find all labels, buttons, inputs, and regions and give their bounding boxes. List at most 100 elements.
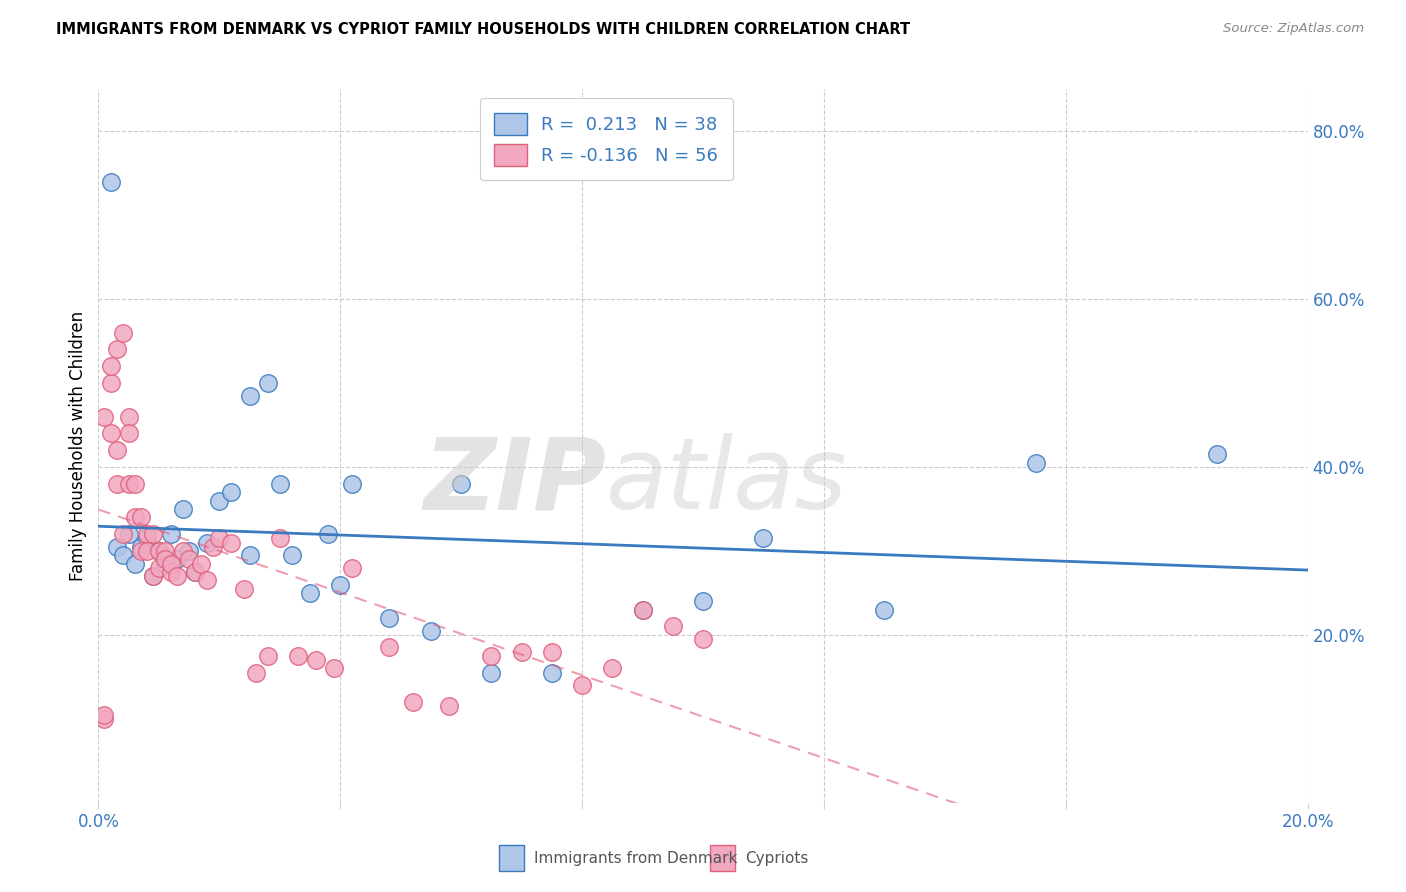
Point xyxy=(124,476,146,491)
Text: Source: ZipAtlas.com: Source: ZipAtlas.com xyxy=(1223,22,1364,36)
Point xyxy=(437,699,460,714)
Point xyxy=(153,552,176,566)
Point xyxy=(135,532,157,546)
Point xyxy=(118,476,141,491)
Point xyxy=(239,389,262,403)
Y-axis label: Family Households with Children: Family Households with Children xyxy=(69,311,87,581)
Point xyxy=(631,603,654,617)
Point xyxy=(160,527,183,541)
Point xyxy=(142,569,165,583)
Point xyxy=(129,544,152,558)
Point xyxy=(153,544,176,558)
Point xyxy=(377,611,399,625)
Point xyxy=(239,548,262,562)
Point xyxy=(111,326,134,340)
Point xyxy=(124,557,146,571)
Point xyxy=(752,532,775,546)
Point xyxy=(166,552,188,566)
Point xyxy=(873,603,896,617)
Point xyxy=(100,359,122,374)
Point xyxy=(245,665,267,680)
Point xyxy=(540,665,562,680)
Point xyxy=(148,544,170,558)
Point xyxy=(93,712,115,726)
Point xyxy=(105,443,128,458)
Point xyxy=(1024,456,1046,470)
Point xyxy=(540,645,562,659)
Point xyxy=(692,632,714,646)
Point xyxy=(692,594,714,608)
Point xyxy=(195,574,218,588)
Point xyxy=(111,548,134,562)
Point xyxy=(118,409,141,424)
Point xyxy=(232,582,254,596)
Point xyxy=(256,648,278,663)
Point xyxy=(221,535,243,549)
Point xyxy=(510,645,533,659)
Point xyxy=(118,527,141,541)
Point xyxy=(269,532,291,546)
Point xyxy=(142,527,165,541)
Legend: R =  0.213   N = 38, R = -0.136   N = 56: R = 0.213 N = 38, R = -0.136 N = 56 xyxy=(479,98,733,180)
Point xyxy=(160,565,183,579)
Text: IMMIGRANTS FROM DENMARK VS CYPRIOT FAMILY HOUSEHOLDS WITH CHILDREN CORRELATION C: IMMIGRANTS FROM DENMARK VS CYPRIOT FAMIL… xyxy=(56,22,910,37)
Point xyxy=(179,544,201,558)
Point xyxy=(202,540,225,554)
Point xyxy=(481,665,503,680)
Point xyxy=(118,426,141,441)
Point xyxy=(342,476,364,491)
Point xyxy=(208,532,231,546)
Point xyxy=(135,544,157,558)
Point xyxy=(450,476,472,491)
Point xyxy=(221,485,243,500)
Point xyxy=(111,527,134,541)
Point xyxy=(377,640,399,655)
Text: atlas: atlas xyxy=(606,434,848,530)
Point xyxy=(179,552,201,566)
Point xyxy=(148,544,170,558)
Point xyxy=(184,565,207,579)
Point xyxy=(93,707,115,722)
Point xyxy=(323,661,346,675)
Point xyxy=(190,557,212,571)
Point xyxy=(172,502,194,516)
Point xyxy=(269,476,291,491)
Point xyxy=(420,624,443,638)
Point xyxy=(166,569,188,583)
Point xyxy=(172,544,194,558)
Point xyxy=(256,376,278,390)
Point xyxy=(1206,447,1229,461)
Point xyxy=(100,426,122,441)
Text: Immigrants from Denmark: Immigrants from Denmark xyxy=(534,851,738,865)
Point xyxy=(105,476,128,491)
Point xyxy=(148,560,170,574)
Point xyxy=(105,540,128,554)
Point xyxy=(100,175,122,189)
Point xyxy=(184,565,207,579)
Point xyxy=(160,557,183,571)
Point xyxy=(93,409,115,424)
Point xyxy=(124,510,146,524)
Text: ZIP: ZIP xyxy=(423,434,606,530)
Point xyxy=(281,548,304,562)
Point xyxy=(631,603,654,617)
Point xyxy=(342,560,364,574)
Point xyxy=(153,557,176,571)
Point xyxy=(105,343,128,357)
Point xyxy=(662,619,685,633)
Point xyxy=(602,661,624,675)
Point xyxy=(135,527,157,541)
Point xyxy=(329,577,352,591)
Point xyxy=(316,527,339,541)
Point xyxy=(129,540,152,554)
Point xyxy=(142,569,165,583)
Point xyxy=(299,586,322,600)
Point xyxy=(100,376,122,390)
Point xyxy=(571,678,593,692)
Point xyxy=(481,648,503,663)
Point xyxy=(287,648,309,663)
Point xyxy=(402,695,425,709)
Text: Cypriots: Cypriots xyxy=(745,851,808,865)
Point xyxy=(195,535,218,549)
Point xyxy=(129,510,152,524)
